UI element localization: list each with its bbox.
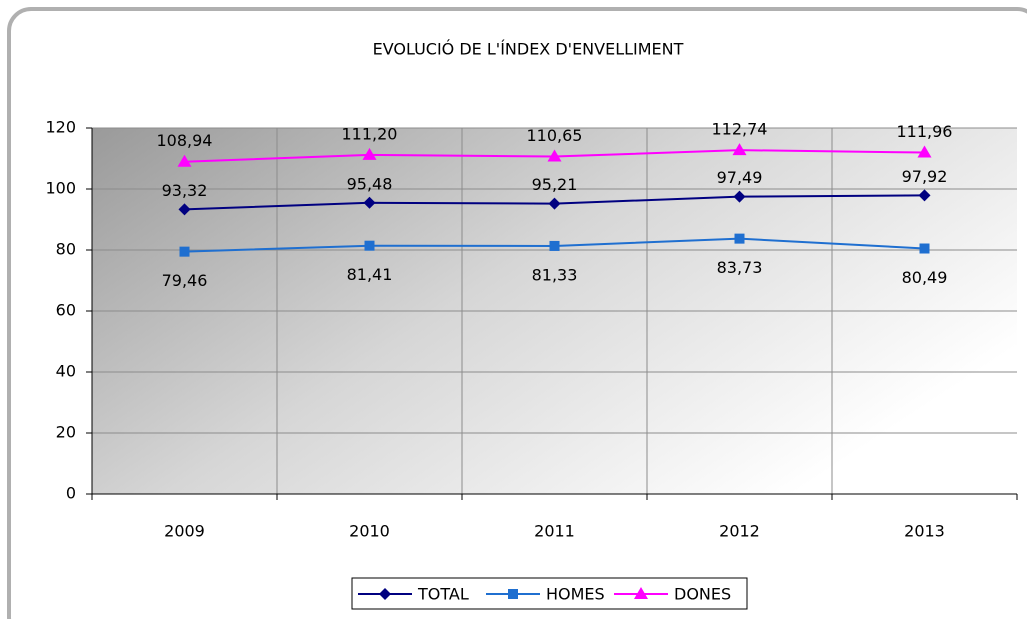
data-label: 79,46 xyxy=(162,271,208,290)
legend-label: HOMES xyxy=(546,585,605,604)
x-tick-label: 2009 xyxy=(164,522,205,541)
data-label: 110,65 xyxy=(527,126,583,145)
x-tick-label: 2012 xyxy=(719,522,760,541)
x-tick-label: 2011 xyxy=(534,522,575,541)
data-label: 112,74 xyxy=(712,120,768,139)
y-tick-label: 120 xyxy=(45,118,76,137)
data-point xyxy=(179,246,190,257)
data-label: 111,96 xyxy=(897,122,953,141)
data-point xyxy=(362,147,377,160)
data-label: 108,94 xyxy=(157,131,213,150)
data-point xyxy=(733,190,746,203)
data-point xyxy=(363,196,376,209)
data-point xyxy=(919,243,930,254)
data-label: 93,32 xyxy=(162,181,208,200)
data-label: 111,20 xyxy=(342,124,398,143)
data-label: 81,41 xyxy=(347,265,393,284)
data-label: 80,49 xyxy=(902,268,948,287)
data-label: 95,21 xyxy=(532,175,578,194)
data-label: 95,48 xyxy=(347,174,393,193)
data-label: 97,49 xyxy=(717,168,763,187)
y-tick-label: 80 xyxy=(56,240,76,259)
y-tick-label: 60 xyxy=(56,301,76,320)
legend-label: TOTAL xyxy=(417,585,469,604)
y-tick-label: 20 xyxy=(56,423,76,442)
marker xyxy=(634,587,648,599)
marker xyxy=(508,589,518,599)
x-tick-label: 2010 xyxy=(349,522,390,541)
chart-title: EVOLUCIÓ DE L'ÍNDEX D'ENVELLIMENT xyxy=(373,40,684,59)
legend xyxy=(351,577,748,610)
marker xyxy=(379,588,391,600)
data-point xyxy=(177,154,192,167)
data-label: 81,33 xyxy=(532,265,578,284)
data-point xyxy=(732,143,747,156)
y-tick-label: 100 xyxy=(45,179,76,198)
data-point xyxy=(917,145,932,158)
y-tick-label: 40 xyxy=(56,362,76,381)
x-tick-label: 2013 xyxy=(904,522,945,541)
data-point xyxy=(548,197,561,210)
data-label: 97,92 xyxy=(902,167,948,186)
data-point xyxy=(734,233,745,244)
data-point xyxy=(918,189,931,202)
data-point xyxy=(549,240,560,251)
legend-label: DONES xyxy=(674,585,731,604)
data-point xyxy=(178,203,191,216)
data-point xyxy=(547,149,562,162)
data-label: 83,73 xyxy=(717,258,763,277)
data-point xyxy=(364,240,375,251)
y-tick-label: 0 xyxy=(66,484,76,503)
